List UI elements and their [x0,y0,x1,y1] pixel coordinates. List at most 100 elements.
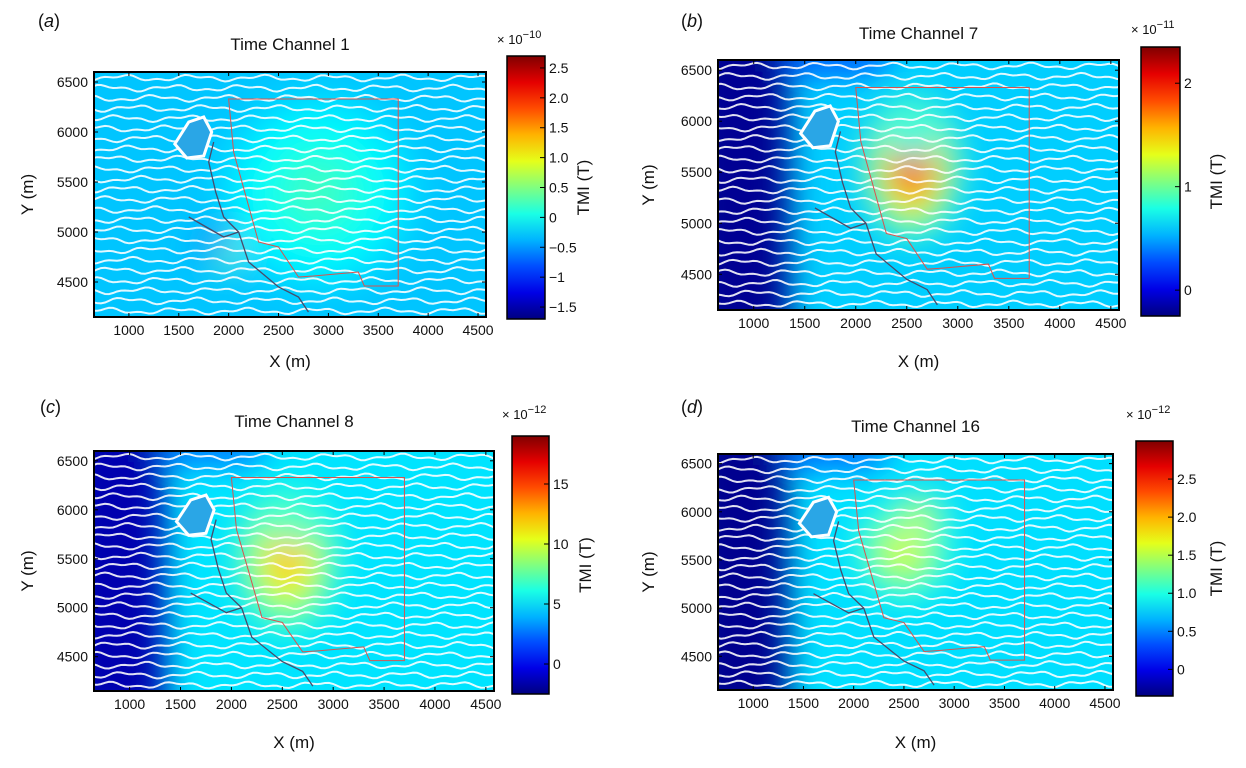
flight-line [94,571,494,581]
flight-line [718,455,1113,465]
flight-line [94,492,494,502]
river-branch [190,592,242,614]
flight-line [94,551,494,561]
x-tick-label: 1000 [738,315,769,331]
flight-line [718,278,1119,288]
y-tick-label: 6500 [57,74,88,90]
flight-line [94,164,486,174]
x-tick-label: 4000 [419,696,450,712]
y-tick-label: 4500 [57,274,88,290]
flight-line [718,601,1113,611]
flight-line [718,154,1119,164]
flight-line [94,650,494,660]
flight-line [94,174,486,184]
flight-line [94,670,494,680]
plot-frame [717,59,1120,311]
colorbar-tick-label: 1.5 [1177,547,1197,563]
flight-line [94,265,486,275]
y-tick-label: 4500 [57,649,88,665]
flight-line [718,82,1119,92]
flight-line [94,144,486,154]
colorbar-exponent: × 10−11 [1131,19,1175,37]
colorbar-tick-label: 0 [553,656,561,672]
flight-line [94,601,494,611]
flight-line [718,630,1113,640]
x-tick-label: 3000 [313,322,344,338]
flight-line [94,660,494,670]
flight-line [94,215,486,225]
x-tick-label: 1500 [788,695,819,711]
flight-line [94,541,494,551]
colorbar-tick-label: 1.5 [549,120,569,136]
x-tick-label: 3000 [939,695,970,711]
x-tick-label: 1500 [165,696,196,712]
flight-line [718,102,1119,112]
flight-line [94,225,486,235]
flight-line [718,227,1119,237]
river-branch [814,207,867,230]
x-tick-label: 4500 [1095,315,1126,331]
panel-b: 1000 1500 2000 2500 3000 3500 4000 4500 4500 5000… [639,11,1226,371]
anomaly-north-low [783,454,884,466]
flight-line [94,205,486,215]
x-tick-label: 1500 [789,315,820,331]
heatmap [94,451,494,691]
flight-line [94,502,494,512]
x-tick-label: 4000 [413,322,444,338]
plot-frame [717,453,1114,691]
x-tick-label: 2500 [263,322,294,338]
heatmap [718,60,1119,310]
flight-line [94,482,494,492]
flight-line [94,296,486,306]
panel-letter: (c) [40,397,61,417]
flight-line [94,184,486,194]
flight-line [94,306,486,316]
x-axis-label: X (m) [269,352,311,371]
y-tick-label: 5000 [57,600,88,616]
colorbar-tick-label: 5 [553,596,561,612]
flight-line [718,572,1113,582]
lake [798,104,841,150]
x-axis-label: X (m) [895,733,937,752]
colorbar-tick-label: 2.0 [549,90,569,106]
x-tick-label: 4500 [470,696,501,712]
colorbar-tick-label: 1 [1184,179,1192,195]
panel-letter: (a) [38,11,60,31]
y-tick-label: 6000 [681,113,712,129]
y-tick-label: 5000 [681,215,712,231]
colorbar-label: TMI (T) [576,537,595,593]
flight-line [718,113,1119,123]
y-axis-label: Y (m) [18,174,37,215]
panel-c: 1000 1500 2000 2500 3000 3500 4000 4500 4500 5000… [18,397,595,752]
colorbar-exponent: × 10−12 [502,404,546,422]
colorbar-tick-label: 2.5 [549,60,569,76]
panel-letter: (d) [681,397,703,417]
colorbar-exponent: × 10−12 [1126,404,1170,422]
flight-line [718,611,1113,621]
panel-letter: (b) [681,11,703,31]
flight-line [94,154,486,164]
colorbar-tick-label: 1.0 [549,150,569,166]
panel-d: 1000 1500 2000 2500 3000 3500 4000 4500 4500 5000… [639,397,1226,752]
colorbar-tick-label: −0.5 [549,239,577,255]
anomaly-west-low [718,60,790,310]
y-tick-label: 6000 [57,502,88,518]
flight-line [718,61,1119,71]
flight-line [718,562,1113,572]
flight-line [718,465,1113,475]
x-tick-label: 3500 [993,315,1024,331]
plot-frame [93,71,487,318]
flight-line [94,621,494,631]
flight-lines [94,452,494,690]
flight-line [718,523,1113,533]
colorbar-tick-label: 0 [1177,661,1185,677]
y-tick-label: 6500 [57,453,88,469]
y-tick-label: 6500 [681,456,712,472]
colorbar-tick-label: 10 [553,536,569,552]
flight-line [94,462,494,472]
flight-line [94,124,486,134]
colorbar-tick-label: 2.5 [1177,471,1197,487]
x-tick-label: 2000 [838,695,869,711]
